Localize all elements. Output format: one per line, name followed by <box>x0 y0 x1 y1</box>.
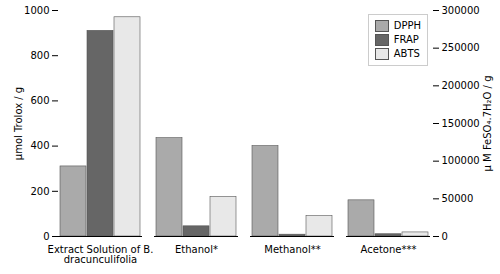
svg-text:0: 0 <box>43 231 49 242</box>
svg-text:300000: 300000 <box>442 5 480 16</box>
html-text:FRAP: FRAP <box>393 34 419 45</box>
svg-text:400: 400 <box>30 140 49 151</box>
svg-text:μmol Trolox / g: μmol Trolox / g <box>13 87 24 160</box>
svg-text:600: 600 <box>30 95 49 106</box>
svg-text:1000: 1000 <box>24 5 49 16</box>
html-text:ABTS: ABTS <box>393 48 420 59</box>
html-text:DPPH: DPPH <box>393 20 421 31</box>
svg-text:Methanol**: Methanol** <box>264 244 320 255</box>
svg-text:50000: 50000 <box>442 193 474 204</box>
svg-text:250000: 250000 <box>442 42 480 53</box>
svg-text:150000: 150000 <box>442 118 480 129</box>
svg-text:μ M FeSO₄.7H₂O / g: μ M FeSO₄.7H₂O / g <box>482 76 493 172</box>
svg-text:0: 0 <box>442 231 448 242</box>
svg-text:200: 200 <box>30 186 49 197</box>
svg-text:Extract Solution of B.dracuncu: Extract Solution of B.dracunculifolia <box>48 244 154 265</box>
svg-text:Acetone***: Acetone*** <box>361 244 417 255</box>
svg-text:200000: 200000 <box>442 80 480 91</box>
svg-text:Ethanol*: Ethanol* <box>175 244 218 255</box>
svg-text:800: 800 <box>30 50 49 61</box>
svg-text:100000: 100000 <box>442 155 480 166</box>
